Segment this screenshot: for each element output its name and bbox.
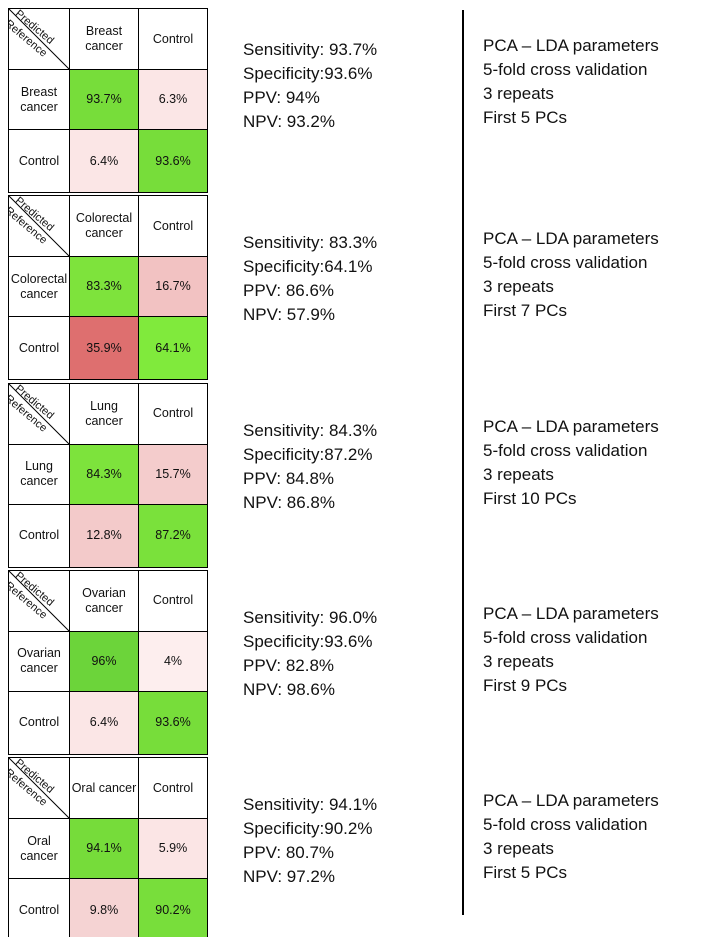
stat-line: PPV: 86.6%: [243, 281, 335, 301]
stat-line: Sensitivity: 94.1%: [243, 795, 378, 815]
row-header: Ovarian cancer: [8, 630, 70, 692]
matrix-cell: 93.6%: [138, 129, 208, 193]
stat-line: Sensitivity: 96.0%: [243, 607, 378, 627]
matrix-cell: 6.4%: [69, 690, 139, 755]
matrix-cell: 16.7%: [138, 256, 208, 318]
parameter-line: 3 repeats: [483, 277, 554, 297]
column-header: Control: [138, 569, 208, 632]
parameter-line: PCA – LDA parameters: [483, 416, 659, 436]
matrix-cell: 9.8%: [69, 878, 139, 937]
stat-line: NPV: 98.6%: [243, 679, 335, 699]
matrix-cell: 94.1%: [69, 818, 139, 880]
matrix-cell: 90.2%: [138, 878, 208, 937]
row-header: Lung cancer: [8, 443, 70, 505]
stat-line: Specificity:93.6%: [243, 631, 373, 651]
row-header: Breast cancer: [8, 69, 70, 130]
stat-line: Sensitivity: 93.7%: [243, 40, 378, 59]
stat-line: NPV: 86.8%: [243, 492, 335, 512]
matrix-cell: 96%: [69, 630, 139, 692]
diagonal: [9, 758, 69, 819]
corner-cell: Predicted Reference: [8, 569, 70, 632]
parameter-line: PCA – LDA parameters: [483, 229, 659, 249]
column-header: Oral cancer: [69, 757, 139, 820]
stat-line: NPV: 57.9%: [243, 305, 335, 325]
parameter-line: 3 repeats: [483, 84, 554, 103]
matrix-cell: 83.3%: [69, 256, 139, 318]
matrix-cell: 4%: [138, 630, 208, 692]
matrix-cell: 12.8%: [69, 503, 139, 568]
stat-line: PPV: 84.8%: [243, 468, 335, 488]
corner-cell: Predicted Reference: [8, 757, 70, 820]
matrix-cell: 93.7%: [69, 69, 139, 130]
column-header: Lung cancer: [69, 382, 139, 445]
diagonal: [9, 570, 69, 631]
diagonal: [9, 383, 69, 444]
corner-cell: Predicted Reference: [8, 195, 70, 258]
column-header: Colorectal cancer: [69, 195, 139, 258]
matrix-cell: 64.1%: [138, 316, 208, 381]
parameter-line: First 5 PCs: [483, 863, 568, 883]
parameter-line: First 7 PCs: [483, 301, 568, 321]
matrix-cell: 84.3%: [69, 443, 139, 505]
matrix-cell: 6.4%: [69, 129, 139, 193]
parameter-line: 3 repeats: [483, 839, 554, 859]
column-header: Control: [138, 8, 208, 70]
corner-cell: Predicted Reference: [8, 382, 70, 445]
column-header: Control: [138, 382, 208, 445]
stat-line: Specificity:64.1%: [243, 257, 373, 277]
column-header: Breast cancer: [69, 8, 139, 70]
matrix-cell: 6.3%: [138, 69, 208, 130]
matrix-cell: 15.7%: [138, 443, 208, 505]
parameter-line: 5-fold cross validation: [483, 253, 648, 273]
stat-line: PPV: 82.8%: [243, 655, 335, 675]
parameter-line: PCA – LDA parameters: [483, 603, 659, 623]
row-header: Oral cancer: [8, 818, 70, 880]
parameter-line: First 9 PCs: [483, 675, 568, 695]
column-header: Control: [138, 195, 208, 258]
parameter-line: 3 repeats: [483, 651, 554, 671]
parameter-line: First 10 PCs: [483, 488, 577, 508]
stat-line: NPV: 93.2%: [243, 112, 335, 131]
parameter-line: 5-fold cross validation: [483, 60, 648, 79]
parameter-line: First 5 PCs: [483, 108, 568, 127]
row-header: Control: [8, 878, 70, 937]
matrix-cell: 35.9%: [69, 316, 139, 381]
row-header: Colorectal cancer: [8, 256, 70, 318]
stat-line: Sensitivity: 84.3%: [243, 420, 378, 440]
matrix-cell: 93.6%: [138, 690, 208, 755]
divider: [462, 10, 464, 915]
stat-line: NPV: 97.2%: [243, 867, 335, 887]
parameter-line: 5-fold cross validation: [483, 440, 648, 460]
parameter-line: PCA – LDA parameters: [483, 36, 659, 55]
diagonal: [9, 9, 69, 69]
row-header: Control: [8, 690, 70, 755]
stat-line: Specificity:93.6%: [243, 64, 373, 83]
parameter-line: 5-fold cross validation: [483, 815, 648, 835]
stat-line: PPV: 94%: [243, 88, 320, 107]
column-header: Ovarian cancer: [69, 569, 139, 632]
matrix-cell: 87.2%: [138, 503, 208, 568]
parameter-line: 3 repeats: [483, 464, 554, 484]
column-header: Control: [138, 757, 208, 820]
stat-line: Specificity:87.2%: [243, 444, 373, 464]
stat-line: Sensitivity: 83.3%: [243, 233, 378, 253]
corner-cell: Predicted Reference: [8, 8, 70, 70]
matrix-cell: 5.9%: [138, 818, 208, 880]
parameter-line: PCA – LDA parameters: [483, 791, 659, 811]
row-header: Control: [8, 129, 70, 193]
stat-line: PPV: 80.7%: [243, 843, 335, 863]
parameter-line: 5-fold cross validation: [483, 627, 648, 647]
row-header: Control: [8, 316, 70, 381]
stat-line: Specificity:90.2%: [243, 819, 373, 839]
diagonal: [9, 196, 69, 257]
row-header: Control: [8, 503, 70, 568]
